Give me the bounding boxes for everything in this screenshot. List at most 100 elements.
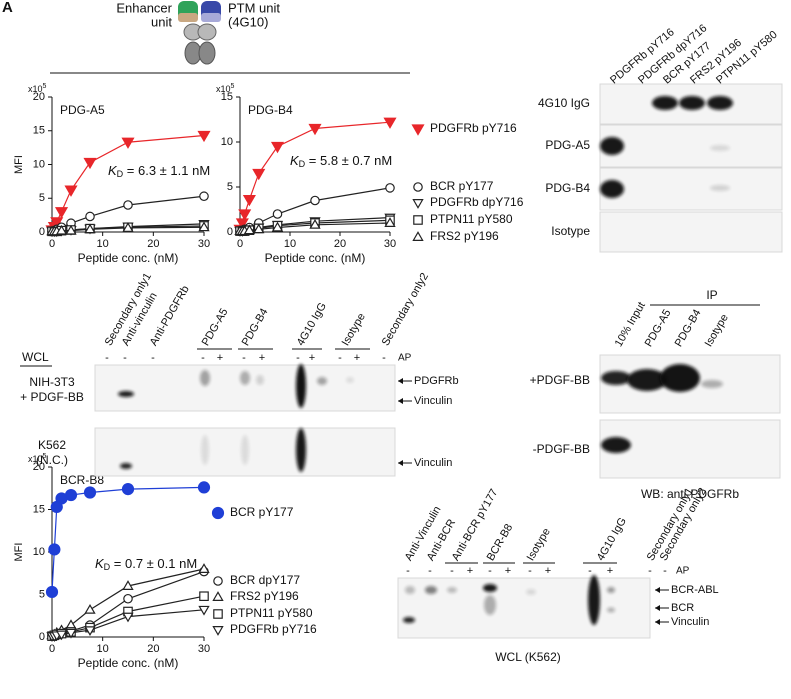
marker bbox=[197, 130, 211, 143]
legend-marker bbox=[412, 231, 424, 241]
row-label: NIH-3T3 bbox=[29, 375, 75, 389]
blot-band bbox=[601, 371, 631, 385]
blot-membrane bbox=[599, 211, 783, 253]
blot-band bbox=[710, 145, 730, 151]
blot-band bbox=[201, 435, 209, 465]
chart-title: BCR-B8 bbox=[60, 473, 104, 487]
marker bbox=[197, 481, 211, 494]
marker bbox=[198, 605, 210, 616]
marker bbox=[123, 200, 133, 210]
row-label: +PDGF-BB bbox=[530, 373, 590, 387]
x-tick-label: 30 bbox=[198, 643, 210, 655]
blot-membrane bbox=[397, 577, 651, 639]
lane-label: Secondary only2 bbox=[380, 271, 431, 348]
x-tick-label: 20 bbox=[334, 238, 346, 250]
kd-k: K bbox=[108, 163, 118, 178]
blot-band bbox=[425, 586, 437, 594]
sign: - bbox=[663, 565, 667, 577]
blot-band bbox=[483, 584, 497, 592]
multiplier-base: x10 bbox=[28, 454, 43, 464]
x-tick-label: 0 bbox=[237, 238, 243, 250]
y-multiplier: x105 bbox=[28, 83, 47, 95]
legend-marker bbox=[213, 609, 223, 619]
x-tick-label: 10 bbox=[284, 238, 296, 250]
y-tick-label: 15 bbox=[33, 125, 45, 137]
y-tick-label: 10 bbox=[33, 158, 45, 170]
y-multiplier: x105 bbox=[28, 453, 47, 465]
marker bbox=[253, 223, 265, 234]
x-tick-label: 20 bbox=[147, 238, 159, 250]
lane-label: Anti-PDGFRb bbox=[148, 284, 192, 348]
marker bbox=[84, 603, 96, 614]
sign: - bbox=[406, 565, 410, 577]
blot-band bbox=[607, 607, 615, 613]
row-label: K562 bbox=[38, 438, 66, 452]
legend-marker bbox=[413, 215, 423, 225]
marker bbox=[309, 218, 321, 229]
legend-label: PTPN11 pY580 bbox=[430, 212, 513, 226]
marker bbox=[310, 195, 320, 206]
kd-k: K bbox=[95, 556, 105, 571]
marker bbox=[243, 224, 256, 235]
arrow-label: Vinculin bbox=[414, 395, 452, 407]
kd-sub: D bbox=[299, 159, 306, 169]
sign: + bbox=[309, 352, 315, 364]
y-tick-label: 5 bbox=[227, 181, 233, 193]
sign: - bbox=[382, 352, 386, 364]
arrow-label: Vinculin bbox=[414, 457, 452, 469]
legend-marker bbox=[212, 591, 224, 601]
x-tick-label: 30 bbox=[198, 238, 210, 250]
arrow-head bbox=[655, 605, 660, 611]
marker bbox=[384, 217, 396, 227]
lane-label: 4G10 IgG bbox=[595, 516, 629, 563]
y-axis-label: MFI bbox=[13, 543, 25, 562]
kd-rest: = 0.7 ± 0.1 nM bbox=[110, 556, 197, 571]
y-tick-label: 15 bbox=[33, 503, 45, 515]
lane-label: BCR-B8 bbox=[485, 522, 516, 563]
lane-label: Isotype bbox=[340, 311, 368, 348]
blot-membrane bbox=[599, 124, 783, 168]
lane-label: 4G10 IgG bbox=[295, 301, 329, 348]
y-axis-label: MFI bbox=[13, 155, 25, 174]
fit-line bbox=[51, 486, 205, 592]
schematic-label: unit bbox=[151, 14, 172, 29]
legend-label: BCR pY177 bbox=[430, 179, 494, 193]
blot-band bbox=[601, 437, 631, 453]
x-tick-label: 0 bbox=[49, 238, 55, 250]
blot-band bbox=[652, 96, 678, 110]
legend-label: PDGFRb dpY716 bbox=[430, 195, 524, 209]
sign: + bbox=[354, 352, 360, 364]
sign: + bbox=[545, 565, 551, 577]
marker bbox=[271, 221, 284, 232]
row-label: Isotype bbox=[551, 224, 590, 238]
blot-band bbox=[627, 369, 667, 391]
y-tick-label: 10 bbox=[221, 136, 233, 148]
caption: WCL (K562) bbox=[495, 650, 561, 664]
panel-letter: A bbox=[2, 0, 13, 16]
multiplier-exp: 5 bbox=[43, 453, 47, 460]
chart-title: PDG-A5 bbox=[60, 103, 105, 117]
marker bbox=[55, 630, 68, 641]
blot-band bbox=[240, 371, 250, 385]
marker bbox=[122, 612, 134, 623]
marker bbox=[65, 628, 77, 639]
y-tick-label: 0 bbox=[227, 226, 233, 238]
marker bbox=[83, 157, 97, 170]
legend-marker bbox=[212, 626, 224, 636]
caption: WB: anti-PDGFRb bbox=[641, 487, 739, 501]
marker bbox=[238, 209, 252, 221]
blot-band bbox=[600, 180, 624, 198]
marker bbox=[122, 580, 134, 590]
marker bbox=[121, 483, 135, 496]
ap-label: AP bbox=[398, 353, 412, 364]
kd-k: K bbox=[290, 153, 300, 168]
blot-band bbox=[660, 364, 700, 392]
marker bbox=[308, 123, 322, 136]
marker bbox=[270, 141, 285, 154]
lane-label: PDG-A5 bbox=[200, 306, 231, 347]
blot-band bbox=[296, 428, 306, 472]
blot-band bbox=[200, 370, 210, 386]
blot-band bbox=[118, 391, 134, 397]
x-axis-label: Peptide conc. (nM) bbox=[265, 251, 366, 265]
legend-label: PDGFRb pY716 bbox=[430, 121, 517, 135]
